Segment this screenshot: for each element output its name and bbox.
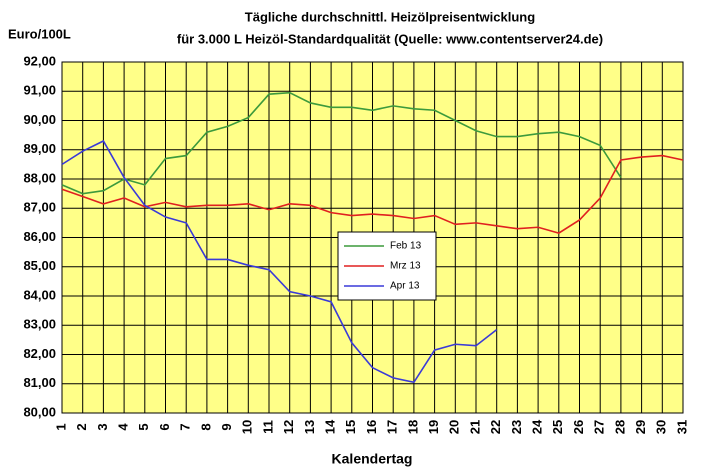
y-tick-label: 80,00 <box>23 404 56 419</box>
x-tick-label: 14 <box>323 419 338 434</box>
y-tick-label: 91,00 <box>23 83 56 98</box>
x-tick-label: 4 <box>116 423 131 431</box>
chart-subtitle: für 3.000 L Heizöl-Standardqualität (Que… <box>177 31 603 46</box>
y-tick-label: 83,00 <box>23 317 56 332</box>
x-tick-label: 6 <box>157 423 172 430</box>
x-tick-label: 21 <box>467 420 482 434</box>
x-tick-label: 31 <box>674 420 689 434</box>
x-tick-label: 13 <box>302 420 317 434</box>
y-tick-label: 92,00 <box>23 53 56 68</box>
y-tick-label: 82,00 <box>23 346 56 361</box>
y-tick-label: 89,00 <box>23 141 56 156</box>
x-tick-label: 15 <box>343 420 358 434</box>
x-axis-label: Kalendertag <box>332 451 413 467</box>
x-tick-label: 29 <box>633 420 648 434</box>
x-tick-label: 11 <box>260 420 275 434</box>
line-series <box>61 139 498 384</box>
line-series <box>61 154 684 234</box>
x-tick-label: 18 <box>405 420 420 434</box>
x-tick-label: 30 <box>654 420 669 434</box>
x-tick-label: 28 <box>612 420 627 434</box>
x-tick-label: 19 <box>426 420 441 434</box>
legend-label: Apr 13 <box>390 281 420 292</box>
x-tick-label: 27 <box>592 420 607 434</box>
x-tick-label: 12 <box>281 420 296 434</box>
y-axis-label: Euro/100L <box>8 26 71 41</box>
x-tick-label: 26 <box>571 420 586 434</box>
x-tick-label: 7 <box>178 423 193 430</box>
y-tick-label: 87,00 <box>23 200 56 215</box>
x-tick-label: 2 <box>74 423 89 430</box>
legend-label: Mrz 13 <box>390 261 421 272</box>
x-tick-label: 5 <box>136 423 151 430</box>
chart-title: Tägliche durchschnittl. Heizölpreisentwi… <box>245 9 535 24</box>
x-tick-label: 24 <box>530 419 545 434</box>
y-tick-label: 88,00 <box>23 170 56 185</box>
y-tick-label: 86,00 <box>23 229 56 244</box>
line-series <box>61 91 622 195</box>
x-tick-label: 8 <box>198 423 213 430</box>
x-tick-label: 25 <box>550 420 565 434</box>
x-tick-label: 23 <box>509 420 524 434</box>
x-tick-label: 10 <box>240 420 255 434</box>
x-tick-label: 17 <box>385 420 400 434</box>
x-tick-label: 3 <box>95 423 110 430</box>
x-tick-label: 22 <box>488 420 503 434</box>
y-tick-label: 85,00 <box>23 258 56 273</box>
y-tick-label: 90,00 <box>23 112 56 127</box>
x-tick-label: 16 <box>364 420 379 434</box>
y-tick-label: 84,00 <box>23 287 56 302</box>
x-tick-label: 9 <box>219 423 234 430</box>
legend-label: Feb 13 <box>390 241 422 252</box>
y-tick-label: 81,00 <box>23 375 56 390</box>
x-tick-label: 1 <box>53 423 68 430</box>
x-tick-label: 20 <box>447 420 462 434</box>
